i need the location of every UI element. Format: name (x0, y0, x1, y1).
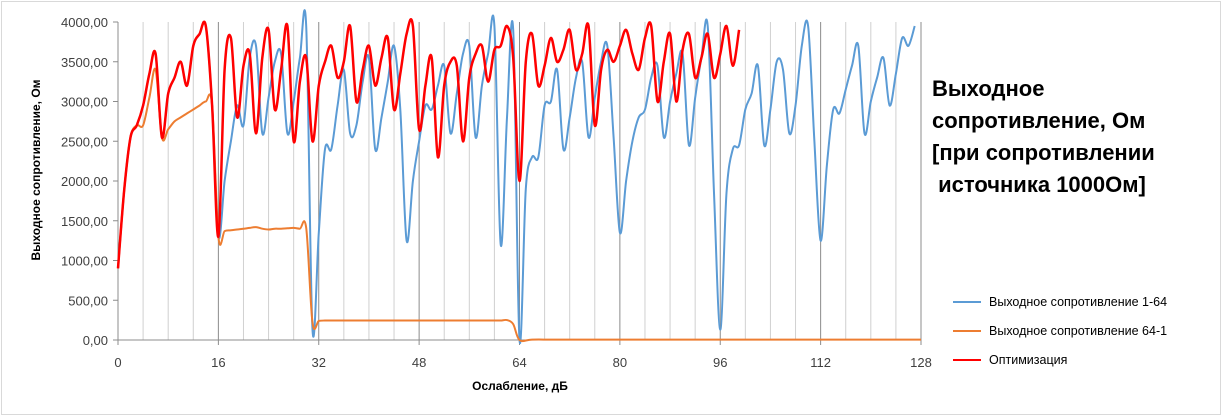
legend-item: Выходное сопротивление 1-64 (953, 287, 1167, 316)
y-tick-label: 1500,00 (61, 214, 108, 229)
x-tick-label: 16 (211, 355, 225, 370)
x-tick-label: 0 (114, 355, 121, 370)
chart-title-line: Выходное (932, 76, 1045, 101)
legend-item: Выходное сопротивление 64-1 (953, 316, 1167, 345)
series-line-optimization (116, 18, 741, 269)
x-tick-label: 64 (512, 355, 526, 370)
x-tick-label: 32 (312, 355, 326, 370)
chart-title-line: сопротивление, Ом (932, 108, 1146, 133)
x-tick-label: 80 (613, 355, 627, 370)
y-tick-label: 0,00 (83, 333, 108, 348)
legend-label: Выходное сопротивление 64-1 (989, 323, 1168, 338)
chart-title-line: [при сопротивлении (932, 140, 1155, 165)
legend-swatch (953, 358, 981, 361)
x-tick-label: 96 (713, 355, 727, 370)
chart-title: Выходное сопротивление, Ом [при сопротив… (932, 73, 1212, 201)
legend-item: Оптимизация (953, 345, 1167, 374)
series-line-1-64 (117, 9, 916, 345)
y-tick-label: 1000,00 (61, 254, 108, 269)
series-line-64-1 (117, 67, 921, 343)
y-tick-label: 500,00 (68, 293, 108, 308)
legend: Выходное сопротивление 1-64 Выходное соп… (953, 287, 1167, 374)
legend-label: Оптимизация (989, 352, 1068, 367)
y-tick-label: 4000,00 (61, 15, 108, 30)
x-tick-label: 128 (910, 355, 932, 370)
chart-title-line: источника 1000Ом] (932, 172, 1146, 197)
legend-label: Выходное сопротивление 1-64 (989, 294, 1168, 309)
y-tick-label: 2500,00 (61, 134, 108, 149)
legend-swatch (953, 300, 981, 303)
y-tick-label: 3000,00 (61, 95, 108, 110)
gridlines (142, 22, 922, 340)
legend-swatch (953, 329, 981, 332)
y-tick-label: 3500,00 (61, 55, 108, 70)
tick-labels: 0,00 500,00 1000,00 1500,00 2000,00 2500,00 30… (61, 15, 932, 370)
x-axis-title: Ослабление, дБ (472, 379, 568, 393)
y-axis-title: Выходное сопротивление, Ом (29, 79, 43, 260)
x-tick-label: 112 (810, 355, 831, 370)
series-lines (116, 9, 921, 345)
x-tick-label: 48 (412, 355, 426, 370)
y-tick-label: 2000,00 (61, 174, 108, 189)
